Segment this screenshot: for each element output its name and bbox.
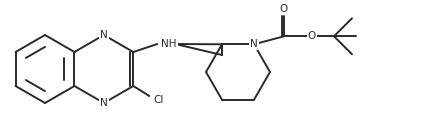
Text: N: N bbox=[250, 39, 258, 49]
Text: NH: NH bbox=[162, 39, 177, 49]
Text: Cl: Cl bbox=[153, 95, 164, 105]
Text: N: N bbox=[100, 30, 108, 40]
Text: N: N bbox=[100, 98, 108, 108]
Text: O: O bbox=[280, 4, 288, 14]
Text: O: O bbox=[308, 31, 316, 41]
